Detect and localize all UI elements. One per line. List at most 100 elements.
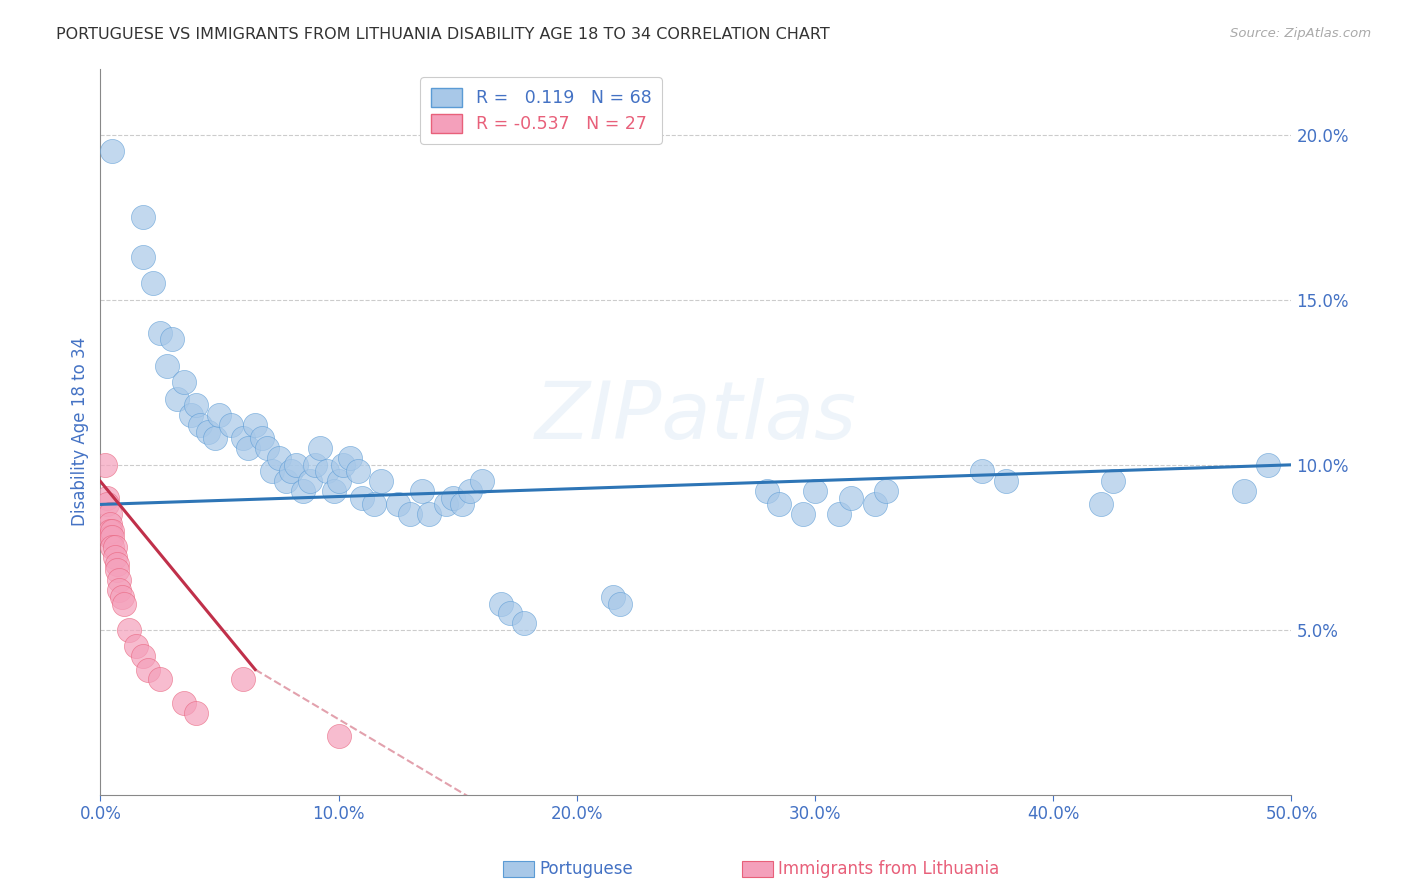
Point: [284, 458, 307, 472]
Point: [387, 498, 409, 512]
Point: [458, 484, 481, 499]
Text: Portuguese: Portuguese: [538, 860, 633, 878]
Point: [970, 464, 993, 478]
Point: [208, 409, 231, 423]
Point: [101, 524, 124, 538]
Point: [96, 491, 118, 505]
Point: [101, 541, 124, 555]
Point: [149, 673, 172, 687]
Text: PORTUGUESE VS IMMIGRANTS FROM LITHUANIA DISABILITY AGE 18 TO 34 CORRELATION CHAR: PORTUGUESE VS IMMIGRANTS FROM LITHUANIA …: [56, 27, 830, 42]
Point: [98, 517, 121, 532]
Point: [828, 508, 851, 522]
Point: [156, 359, 179, 373]
Point: [863, 498, 886, 512]
Point: [173, 696, 195, 710]
Point: [104, 550, 127, 565]
Point: [1257, 458, 1279, 472]
Point: [94, 458, 117, 472]
Point: [489, 597, 512, 611]
Point: [339, 451, 361, 466]
Point: [315, 464, 337, 478]
Point: [839, 491, 862, 505]
Point: [136, 663, 159, 677]
Point: [125, 640, 148, 654]
Point: [190, 418, 212, 433]
Point: [132, 649, 155, 664]
Point: [792, 508, 814, 522]
Point: [108, 574, 131, 588]
Point: [184, 706, 207, 720]
Point: [328, 475, 350, 489]
Point: [276, 475, 298, 489]
Point: [304, 458, 326, 472]
Point: [411, 484, 433, 499]
Point: [166, 392, 188, 406]
Point: [142, 276, 165, 290]
Point: [768, 498, 790, 512]
Point: [470, 475, 492, 489]
Y-axis label: Disability Age 18 to 34: Disability Age 18 to 34: [72, 337, 89, 526]
Point: [441, 491, 464, 505]
Point: [609, 597, 631, 611]
Point: [105, 557, 128, 571]
Point: [1090, 498, 1112, 512]
Point: [101, 144, 124, 158]
Point: [118, 623, 141, 637]
Point: [101, 531, 124, 545]
Point: [363, 498, 385, 512]
Point: [98, 531, 121, 545]
Point: [98, 524, 121, 538]
Point: [308, 442, 330, 456]
Text: Immigrants from Lithuania: Immigrants from Lithuania: [779, 860, 1000, 878]
Point: [875, 484, 897, 499]
Point: [370, 475, 392, 489]
Point: [236, 442, 259, 456]
Point: [96, 498, 118, 512]
Point: [132, 210, 155, 224]
Point: [298, 475, 321, 489]
Point: [260, 464, 283, 478]
Point: [280, 464, 302, 478]
Point: [756, 484, 779, 499]
Point: [328, 729, 350, 743]
Point: [180, 409, 202, 423]
Point: [434, 498, 457, 512]
Point: [108, 583, 131, 598]
Point: [232, 673, 254, 687]
Point: [232, 431, 254, 445]
Point: [451, 498, 474, 512]
Point: [804, 484, 827, 499]
Point: [173, 376, 195, 390]
Point: [1101, 475, 1123, 489]
Point: [1233, 484, 1256, 499]
Point: [132, 250, 155, 264]
Point: [256, 442, 278, 456]
Point: [245, 418, 267, 433]
Point: [994, 475, 1017, 489]
Point: [418, 508, 440, 522]
Point: [291, 484, 314, 499]
Point: [513, 616, 536, 631]
Point: [352, 491, 374, 505]
Point: [332, 458, 354, 472]
Point: [184, 398, 207, 412]
Text: Source: ZipAtlas.com: Source: ZipAtlas.com: [1230, 27, 1371, 40]
Point: [160, 332, 183, 346]
Point: [322, 484, 344, 499]
Point: [105, 564, 128, 578]
Point: [204, 431, 226, 445]
Point: [399, 508, 422, 522]
Point: [197, 425, 219, 439]
Point: [149, 326, 172, 340]
Point: [602, 590, 624, 604]
Point: [346, 464, 368, 478]
Point: [98, 508, 121, 522]
Point: [267, 451, 290, 466]
Point: [112, 597, 135, 611]
Point: [111, 590, 134, 604]
Point: [499, 607, 522, 621]
Legend: R =   0.119   N = 68, R = -0.537   N = 27: R = 0.119 N = 68, R = -0.537 N = 27: [420, 78, 662, 144]
Point: [104, 541, 127, 555]
Text: ZIPatlas: ZIPatlas: [534, 378, 858, 457]
Point: [221, 418, 243, 433]
